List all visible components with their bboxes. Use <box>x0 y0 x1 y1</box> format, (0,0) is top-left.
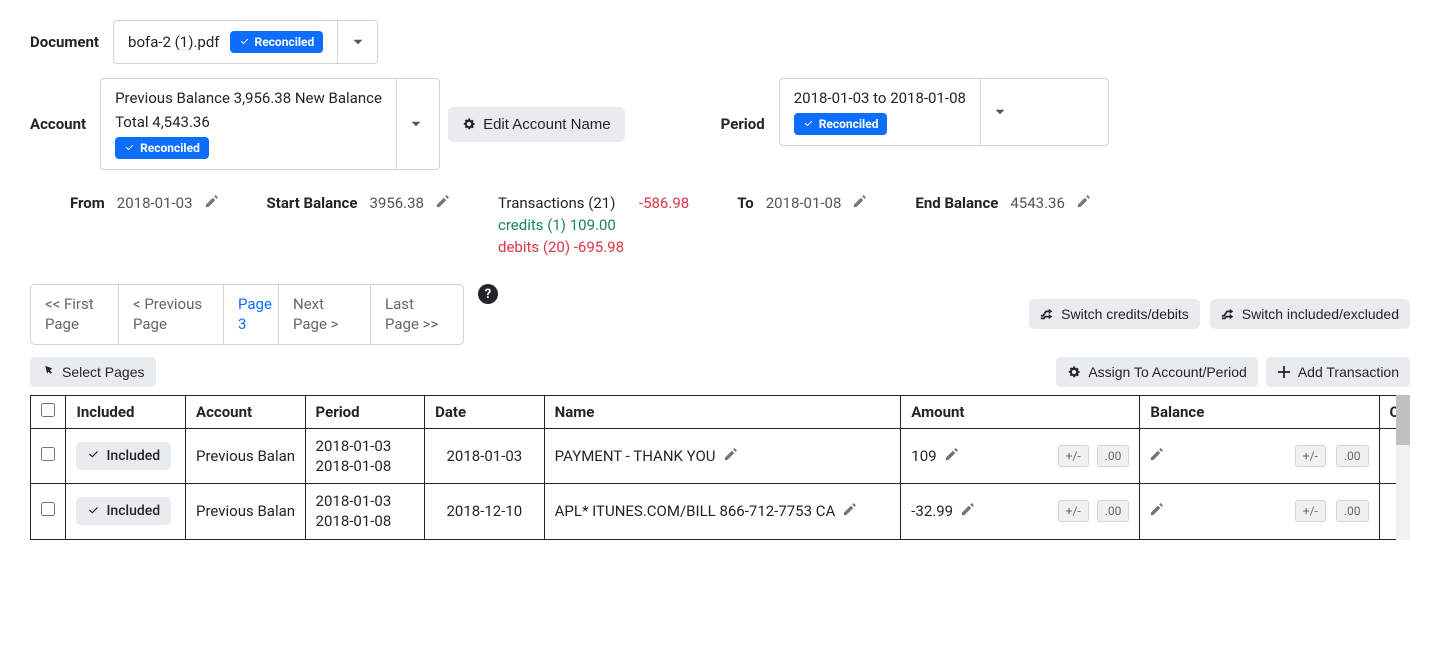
row-date: 2018-01-03 <box>425 428 545 484</box>
pager-first[interactable]: << First Page <box>31 285 119 344</box>
row-checkbox[interactable] <box>31 484 66 540</box>
account-line1: Previous Balance 3,956.38 New Balance <box>115 89 382 107</box>
edit-amount-icon[interactable] <box>945 447 959 465</box>
check-icon <box>124 143 135 154</box>
assign-account-period-button[interactable]: Assign To Account/Period <box>1056 357 1258 387</box>
check-icon <box>239 37 250 48</box>
start-balance-value: 3956.38 <box>369 194 424 212</box>
edit-amount-icon[interactable] <box>961 502 975 520</box>
account-reconciled-badge: Reconciled <box>115 137 209 159</box>
from-label: From <box>70 194 105 212</box>
to-value: 2018-01-08 <box>766 194 842 212</box>
edit-from-icon[interactable] <box>205 194 219 212</box>
plus-minus-button[interactable]: +/- <box>1295 445 1326 467</box>
account-caret[interactable] <box>396 79 436 169</box>
table-row: Included Previous Balan2018-01-032018-01-… <box>31 484 1410 540</box>
document-reconciled-badge: Reconciled <box>230 31 324 53</box>
period-caret[interactable] <box>980 79 1020 145</box>
switch-credits-debits-button[interactable]: Switch credits/debits <box>1029 299 1200 329</box>
decimal-button[interactable]: .00 <box>1336 500 1369 522</box>
header-amount: Amount <box>901 395 1140 428</box>
shuffle-icon <box>1040 307 1054 321</box>
transactions-summary: Transactions (21) -586.98 credits (1) 10… <box>498 194 689 256</box>
help-icon[interactable]: ? <box>478 284 498 304</box>
transactions-total: -586.98 <box>639 194 689 212</box>
edit-end-balance-icon[interactable] <box>1077 194 1091 212</box>
row-account: Previous Balan <box>186 484 306 540</box>
row-checkbox[interactable] <box>31 428 66 484</box>
plus-minus-button[interactable]: +/- <box>1058 500 1089 522</box>
row-period: 2018-01-032018-01-08 <box>316 491 415 532</box>
document-label: Document <box>30 33 99 51</box>
plus-icon <box>1277 365 1291 379</box>
gear-icon <box>1067 365 1081 379</box>
credits-summary: credits (1) 109.00 <box>498 216 689 234</box>
included-toggle[interactable]: Included <box>76 442 171 470</box>
end-balance-label: End Balance <box>915 194 998 212</box>
decimal-button[interactable]: .00 <box>1336 445 1369 467</box>
period-reconciled-badge: Reconciled <box>794 113 888 135</box>
document-filename: bofa-2 (1).pdf <box>128 33 220 51</box>
row-amount: 109 <box>911 447 936 465</box>
table-row: IncludedPrevious Balan2018-01-032018-01-… <box>31 428 1410 484</box>
transactions-table: Included Account Period Date Name Amount… <box>30 395 1410 540</box>
start-balance-label: Start Balance <box>267 194 358 212</box>
switch-included-excluded-button[interactable]: Switch included/excluded <box>1210 299 1410 329</box>
edit-name-icon[interactable] <box>843 502 857 520</box>
pager: << First Page < Previous Page Page 3 Nex… <box>30 284 464 345</box>
pointer-icon <box>41 365 55 379</box>
header-balance: Balance <box>1140 395 1379 428</box>
included-toggle[interactable]: Included <box>76 497 171 525</box>
row-name: PAYMENT - THANK YOU <box>555 447 716 465</box>
end-balance-value: 4543.36 <box>1010 194 1065 212</box>
period-dropdown[interactable]: 2018-01-03 to 2018-01-08 Reconciled <box>779 78 1109 146</box>
account-line2: Total 4,543.36 <box>115 113 382 131</box>
header-name: Name <box>544 395 901 428</box>
account-dropdown[interactable]: Previous Balance 3,956.38 New Balance To… <box>100 78 440 170</box>
edit-balance-icon[interactable] <box>1150 447 1164 465</box>
header-account: Account <box>186 395 306 428</box>
period-label: Period <box>721 115 765 133</box>
row-account: Previous Balan <box>186 428 306 484</box>
plus-minus-button[interactable]: +/- <box>1295 500 1326 522</box>
document-dropdown[interactable]: bofa-2 (1).pdf Reconciled <box>113 20 378 64</box>
debits-summary: debits (20) -695.98 <box>498 238 689 256</box>
header-checkbox[interactable] <box>31 395 66 428</box>
document-caret[interactable] <box>337 21 377 63</box>
row-name: APL* ITUNES.COM/BILL 866-712-7753 CA <box>555 502 836 520</box>
row-date: 2018-12-10 <box>425 484 545 540</box>
edit-start-balance-icon[interactable] <box>436 194 450 212</box>
edit-to-icon[interactable] <box>853 194 867 212</box>
row-amount: -32.99 <box>911 502 953 520</box>
edit-name-icon[interactable] <box>724 447 738 465</box>
gear-icon <box>462 117 476 131</box>
account-label: Account <box>30 115 86 133</box>
chevron-down-icon <box>352 36 364 48</box>
table-scrollbar[interactable] <box>1396 395 1410 540</box>
shuffle-icon <box>1221 307 1235 321</box>
row-period: 2018-01-032018-01-08 <box>316 436 415 477</box>
plus-minus-button[interactable]: +/- <box>1058 445 1089 467</box>
select-pages-button[interactable]: Select Pages <box>30 357 156 387</box>
chevron-down-icon <box>994 106 1006 118</box>
from-value: 2018-01-03 <box>117 194 193 212</box>
decimal-button[interactable]: .00 <box>1097 445 1130 467</box>
edit-balance-icon[interactable] <box>1150 502 1164 520</box>
header-included: Included <box>66 395 186 428</box>
decimal-button[interactable]: .00 <box>1097 500 1130 522</box>
header-period: Period <box>305 395 425 428</box>
add-transaction-button[interactable]: Add Transaction <box>1266 357 1410 387</box>
pager-current[interactable]: Page 3 <box>224 285 279 344</box>
pager-last[interactable]: Last Page >> <box>371 285 463 344</box>
pager-prev[interactable]: < Previous Page <box>119 285 224 344</box>
pager-next[interactable]: Next Page > <box>279 285 371 344</box>
to-label: To <box>737 194 754 212</box>
edit-account-name-button[interactable]: Edit Account Name <box>448 107 625 142</box>
header-date: Date <box>425 395 545 428</box>
check-icon <box>803 119 814 130</box>
chevron-down-icon <box>410 118 422 130</box>
period-range: 2018-01-03 to 2018-01-08 <box>794 89 966 107</box>
